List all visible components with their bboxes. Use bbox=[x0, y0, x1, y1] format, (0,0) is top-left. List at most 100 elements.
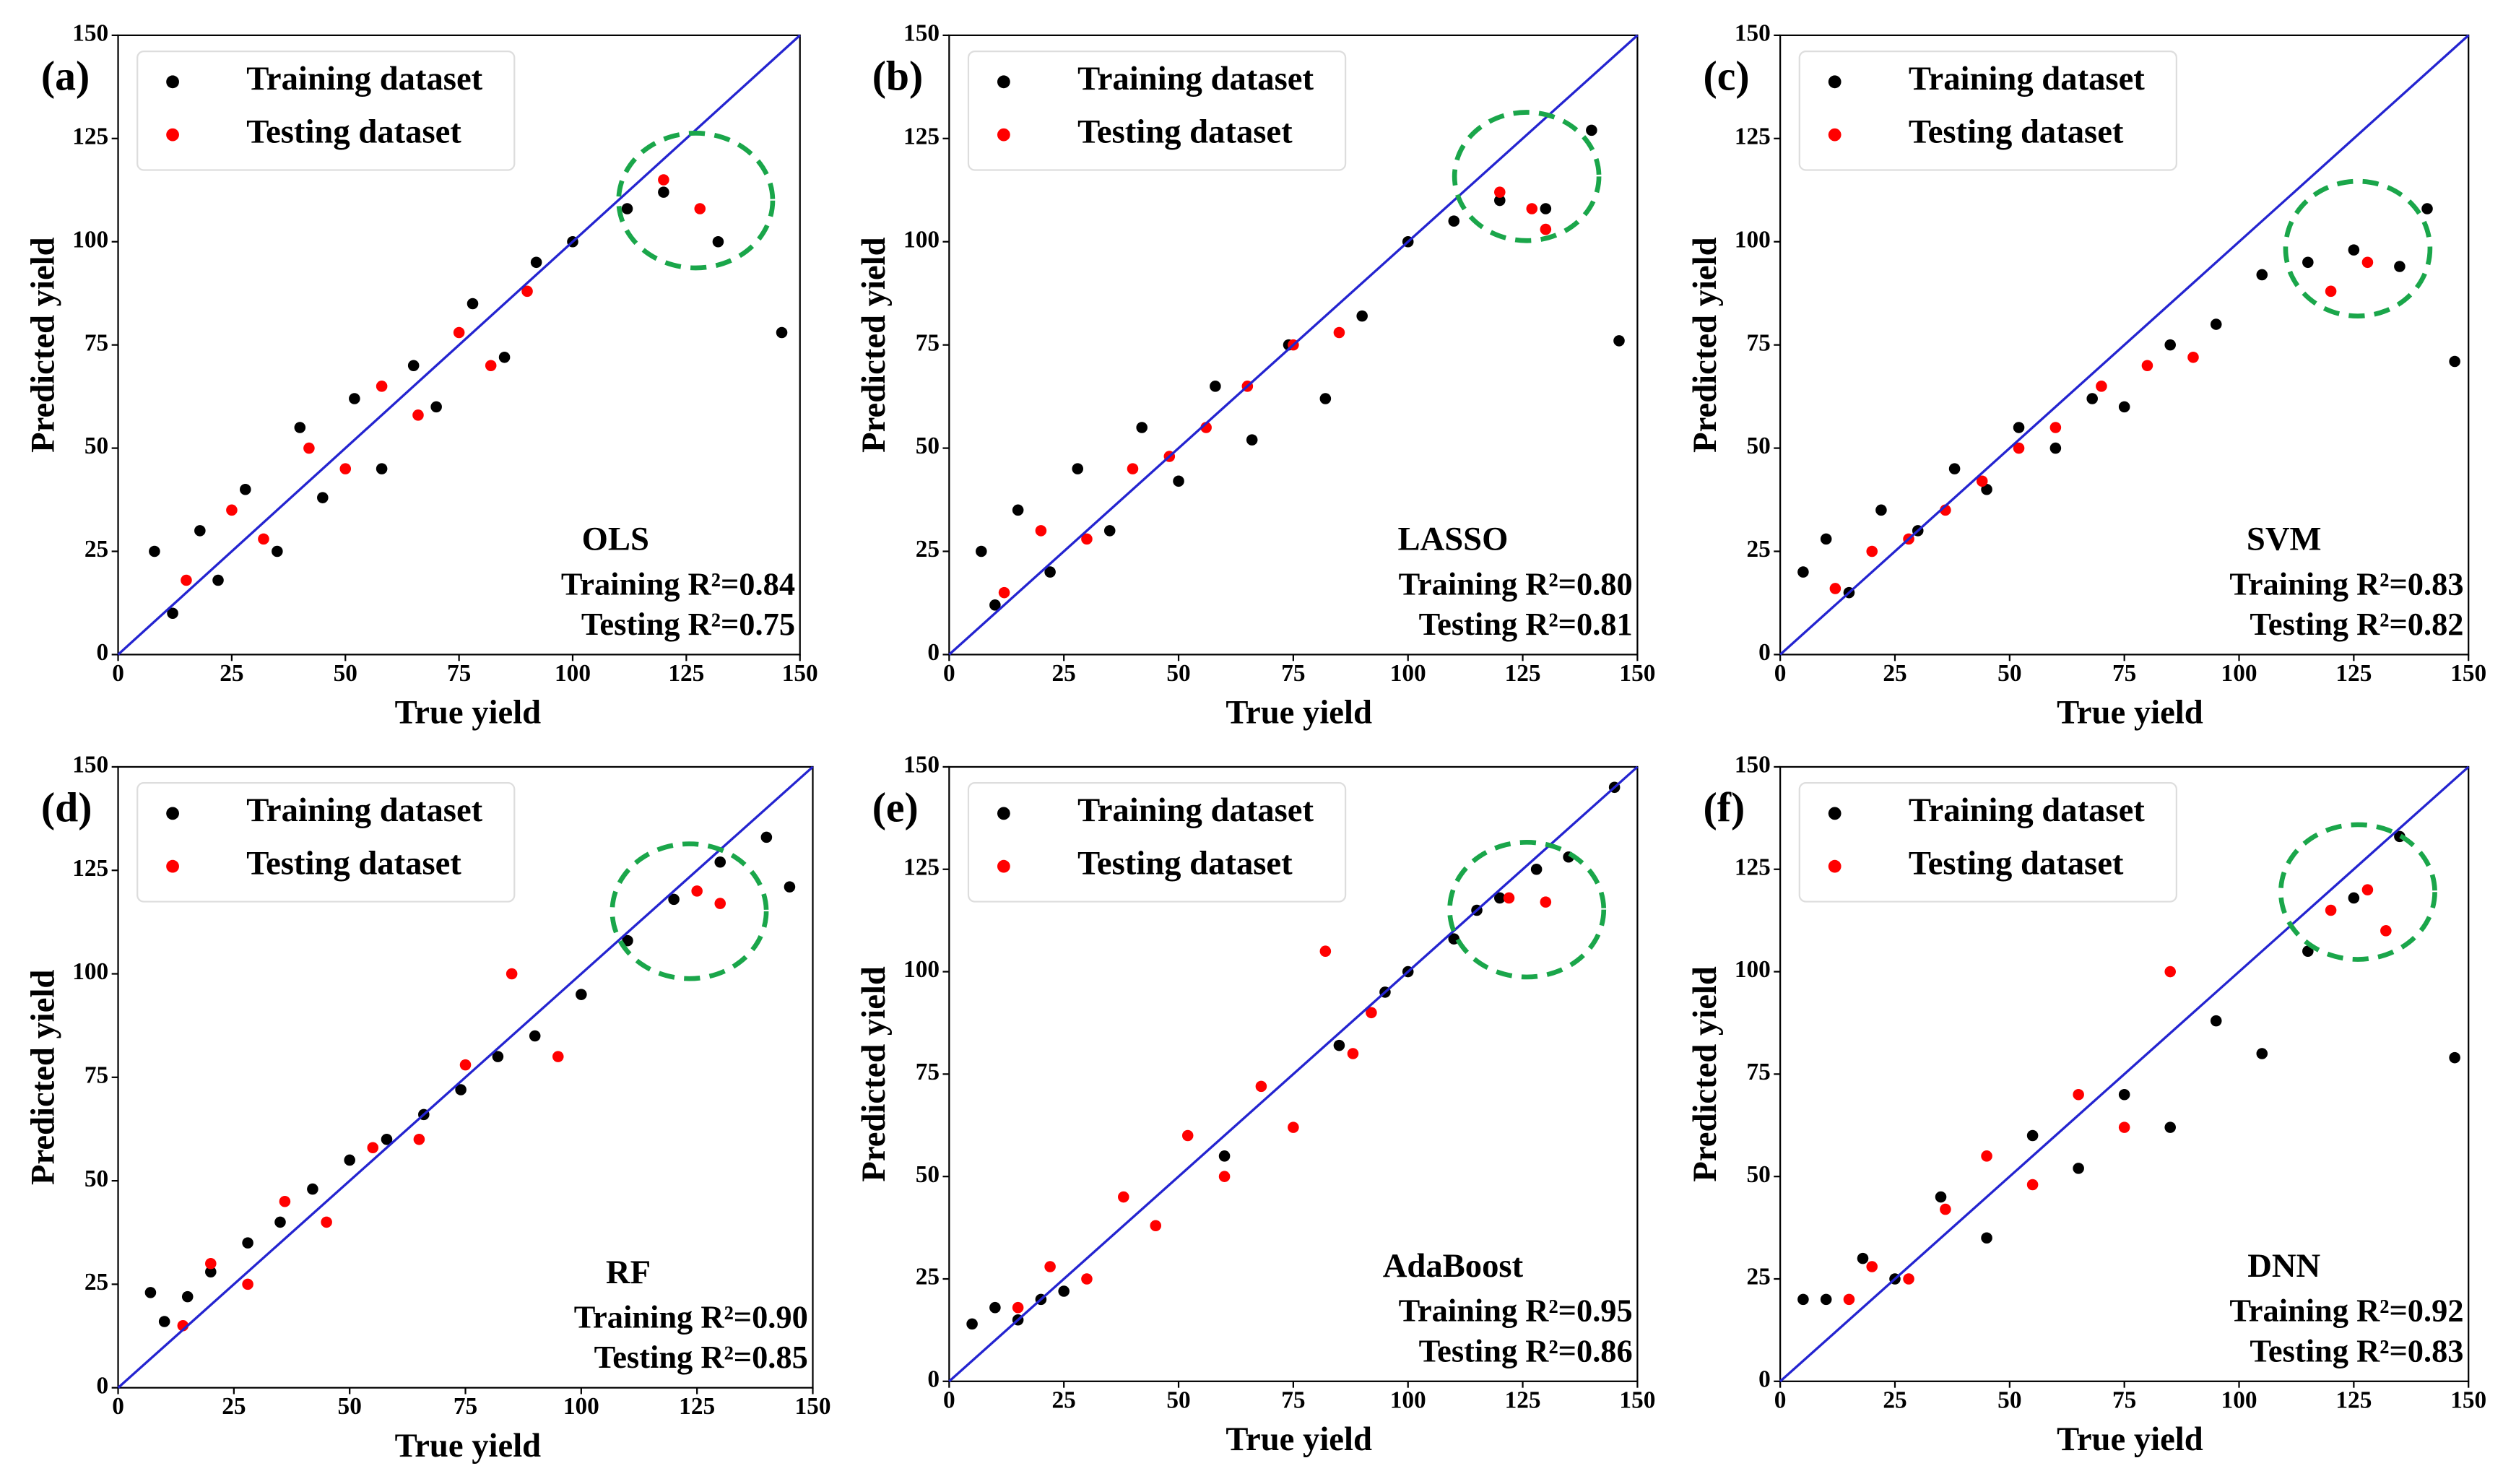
legend-label: Testing dataset bbox=[246, 844, 461, 882]
data-point bbox=[1935, 1191, 1947, 1203]
data-point bbox=[1136, 422, 1148, 433]
data-point bbox=[989, 599, 1001, 611]
x-tick-label: 25 bbox=[220, 660, 243, 687]
y-tick-label: 125 bbox=[1735, 123, 1771, 149]
panel-label: (f) bbox=[1704, 785, 1745, 830]
data-point bbox=[2013, 442, 2025, 454]
data-point bbox=[1976, 475, 1988, 487]
x-tick-label: 25 bbox=[1052, 660, 1076, 687]
identity-line bbox=[117, 765, 814, 1389]
x-tick-label: 75 bbox=[2112, 1387, 2136, 1413]
x-tick-label: 50 bbox=[338, 1393, 362, 1420]
data-point bbox=[1940, 1203, 1951, 1215]
y-tick-label: 100 bbox=[72, 226, 108, 253]
training-r2: Training R²=0.84 bbox=[561, 565, 795, 602]
x-axis-label: True yield bbox=[2057, 694, 2203, 732]
y-tick-label: 0 bbox=[927, 1366, 940, 1392]
data-point bbox=[622, 934, 633, 947]
y-tick-label: 100 bbox=[72, 958, 108, 985]
identity-line bbox=[948, 765, 1639, 1383]
data-point bbox=[242, 1278, 253, 1290]
data-point bbox=[529, 1030, 541, 1042]
legend-marker bbox=[997, 75, 1010, 89]
data-point bbox=[530, 256, 542, 269]
data-point bbox=[1044, 1261, 1056, 1272]
panel-label: (d) bbox=[41, 785, 92, 830]
data-point bbox=[2164, 1121, 2176, 1133]
data-point bbox=[2073, 1088, 2084, 1101]
data-point bbox=[2449, 355, 2460, 368]
y-axis-label: Predicted yield bbox=[24, 237, 61, 452]
data-point bbox=[1526, 203, 1538, 214]
y-tick-label: 100 bbox=[1735, 956, 1771, 983]
x-tick-label: 100 bbox=[1390, 660, 1426, 687]
training-r2: Training R²=0.95 bbox=[1399, 1293, 1633, 1329]
data-point bbox=[2394, 261, 2406, 272]
y-tick-label: 125 bbox=[72, 123, 108, 149]
data-point bbox=[2073, 1163, 2084, 1174]
data-point bbox=[167, 607, 178, 620]
panel: 0 25 50 75 100 125 150 0 25 50 75 100 125 150 True yie… bbox=[24, 752, 830, 1465]
x-tick-label: 100 bbox=[2221, 660, 2257, 687]
x-tick-label: 150 bbox=[795, 1393, 831, 1420]
data-point bbox=[1118, 1191, 1129, 1203]
y-tick-label: 75 bbox=[916, 329, 940, 356]
x-tick-label: 75 bbox=[1281, 1387, 1305, 1413]
testing-r2: Testing R²=0.85 bbox=[594, 1339, 808, 1375]
data-point bbox=[194, 525, 206, 537]
data-point bbox=[1333, 1039, 1345, 1051]
legend-box bbox=[967, 782, 1347, 903]
data-point bbox=[1210, 381, 1221, 392]
legend-label: Testing dataset bbox=[1909, 844, 2124, 882]
y-tick-label: 50 bbox=[916, 1161, 940, 1188]
data-point bbox=[2026, 1129, 2039, 1142]
data-point bbox=[966, 1318, 978, 1330]
model-name: AdaBoost bbox=[1383, 1247, 1524, 1285]
y-tick-label: 25 bbox=[84, 1269, 108, 1296]
y-tick-label: 25 bbox=[916, 1264, 940, 1290]
y-tick-label: 125 bbox=[1735, 854, 1771, 880]
data-point bbox=[149, 545, 160, 557]
data-point bbox=[2256, 269, 2268, 281]
data-point bbox=[712, 235, 724, 248]
data-point bbox=[2118, 1121, 2130, 1133]
data-point bbox=[2256, 1048, 2268, 1059]
x-tick-label: 125 bbox=[679, 1393, 715, 1420]
legend-label: Testing dataset bbox=[1077, 113, 1293, 150]
legend-label: Training dataset bbox=[246, 791, 482, 829]
x-tick-label: 50 bbox=[1166, 660, 1190, 687]
data-point bbox=[1288, 1121, 1299, 1133]
data-point bbox=[658, 174, 669, 186]
data-point bbox=[455, 1084, 467, 1095]
highlight-ellipse bbox=[2278, 822, 2437, 962]
data-point bbox=[1586, 124, 1597, 136]
legend-box bbox=[1798, 782, 2177, 903]
legend-label: Training dataset bbox=[1909, 60, 2145, 97]
legend-label: Testing dataset bbox=[1909, 113, 2124, 150]
y-axis-label: Predicted yield bbox=[855, 966, 893, 1181]
legend-label: Training dataset bbox=[1077, 791, 1314, 829]
data-point bbox=[576, 989, 587, 1000]
y-axis-label: Predicted yield bbox=[1686, 966, 1724, 1181]
y-tick-label: 150 bbox=[72, 752, 108, 778]
y-tick-label: 50 bbox=[1746, 433, 1770, 459]
data-point bbox=[1494, 194, 1506, 207]
y-tick-label: 150 bbox=[1735, 752, 1771, 778]
data-point bbox=[1035, 525, 1047, 537]
model-name: RF bbox=[606, 1254, 651, 1291]
legend-marker bbox=[997, 859, 1010, 873]
y-tick-label: 25 bbox=[1746, 1264, 1770, 1290]
data-point bbox=[144, 1287, 157, 1298]
legend-marker bbox=[166, 75, 179, 89]
panel: 0 25 50 75 100 125 150 0 25 50 75 100 125 150 True yie… bbox=[855, 752, 1655, 1458]
data-point bbox=[317, 492, 329, 503]
data-point bbox=[552, 1051, 564, 1062]
x-axis-label: True yield bbox=[2057, 1420, 2203, 1458]
data-point bbox=[1797, 1293, 1809, 1306]
data-point bbox=[349, 393, 360, 404]
training-r2: Training R²=0.80 bbox=[1399, 565, 1633, 602]
data-point bbox=[2449, 1051, 2460, 1064]
y-tick-label: 100 bbox=[903, 956, 940, 983]
y-tick-label: 150 bbox=[903, 20, 940, 47]
data-point bbox=[1820, 533, 1832, 545]
